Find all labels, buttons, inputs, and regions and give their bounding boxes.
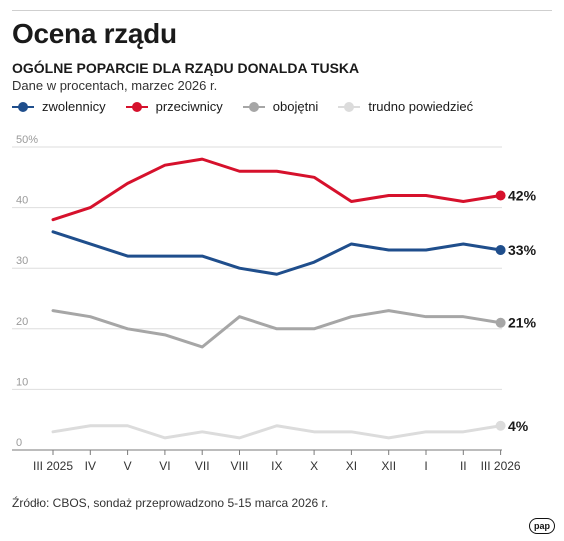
series-end-point xyxy=(495,420,506,431)
x-tick-label: II xyxy=(460,459,467,473)
series-line-0 xyxy=(51,230,503,276)
x-tick-label: I xyxy=(424,459,427,473)
series-end-point xyxy=(495,317,506,328)
chart-note: Dane w procentach, marzec 2026 r. xyxy=(12,78,218,93)
y-tick-label: 20 xyxy=(16,316,28,328)
series-end-label: 4% xyxy=(508,418,529,434)
y-tick-label: 10 xyxy=(16,376,28,388)
x-tick-label: VI xyxy=(159,459,170,473)
chart-title: Ocena rządu xyxy=(12,18,177,49)
legend-swatch xyxy=(242,101,265,112)
pap-logo: pap xyxy=(529,518,555,534)
x-tick-label: VII xyxy=(195,459,210,473)
x-tick-label: III 2026 xyxy=(481,459,521,473)
x-tick-label: XII xyxy=(381,459,396,473)
legend-item-zwolennicy: zwolennicy xyxy=(12,99,106,114)
legend-swatch xyxy=(12,101,34,112)
y-tick-label: 40 xyxy=(16,195,28,207)
chart-subtitle: OGÓLNE POPARCIE DLA RZĄDU DONALDA TUSKA xyxy=(12,60,360,76)
legend-swatch xyxy=(338,101,361,112)
series-line-2 xyxy=(51,309,503,349)
x-tick-label: IV xyxy=(85,459,96,473)
legend-label: przeciwnicy xyxy=(155,99,223,114)
y-tick-label: 50% xyxy=(16,134,38,146)
series-end-label: 21% xyxy=(508,315,537,331)
series-end-point xyxy=(495,190,506,201)
series-end-label: 42% xyxy=(508,187,537,203)
series-line-3 xyxy=(51,424,503,440)
y-tick-label: 0 xyxy=(16,437,22,449)
x-tick-label: XI xyxy=(346,459,357,473)
y-tick-label: 30 xyxy=(16,255,28,267)
legend-item-przeciwnicy: przeciwnicy xyxy=(125,99,223,114)
legend: zwolennicy przeciwnicy obojętni trudno p… xyxy=(12,99,493,114)
series-end-point xyxy=(495,245,506,256)
legend-item-trudno-powiedziec: trudno powiedzieć xyxy=(338,99,473,114)
x-tick-label: X xyxy=(310,459,318,473)
x-tick-label: IX xyxy=(271,459,282,473)
x-tick-label: VIII xyxy=(230,459,248,473)
legend-label: obojętni xyxy=(272,99,319,114)
legend-item-obojetni: obojętni xyxy=(242,99,319,114)
legend-label: trudno powiedzieć xyxy=(368,99,474,114)
legend-label: zwolennicy xyxy=(42,99,106,114)
top-rule xyxy=(12,10,552,11)
source-note: Źródło: CBOS, sondaż przeprowadzono 5-15… xyxy=(12,496,329,510)
legend-swatch xyxy=(125,101,148,112)
series-line-1 xyxy=(51,157,503,222)
series-end-label: 33% xyxy=(508,242,537,258)
x-tick-label: III 2025 xyxy=(33,459,73,473)
x-tick-label: V xyxy=(124,459,132,473)
